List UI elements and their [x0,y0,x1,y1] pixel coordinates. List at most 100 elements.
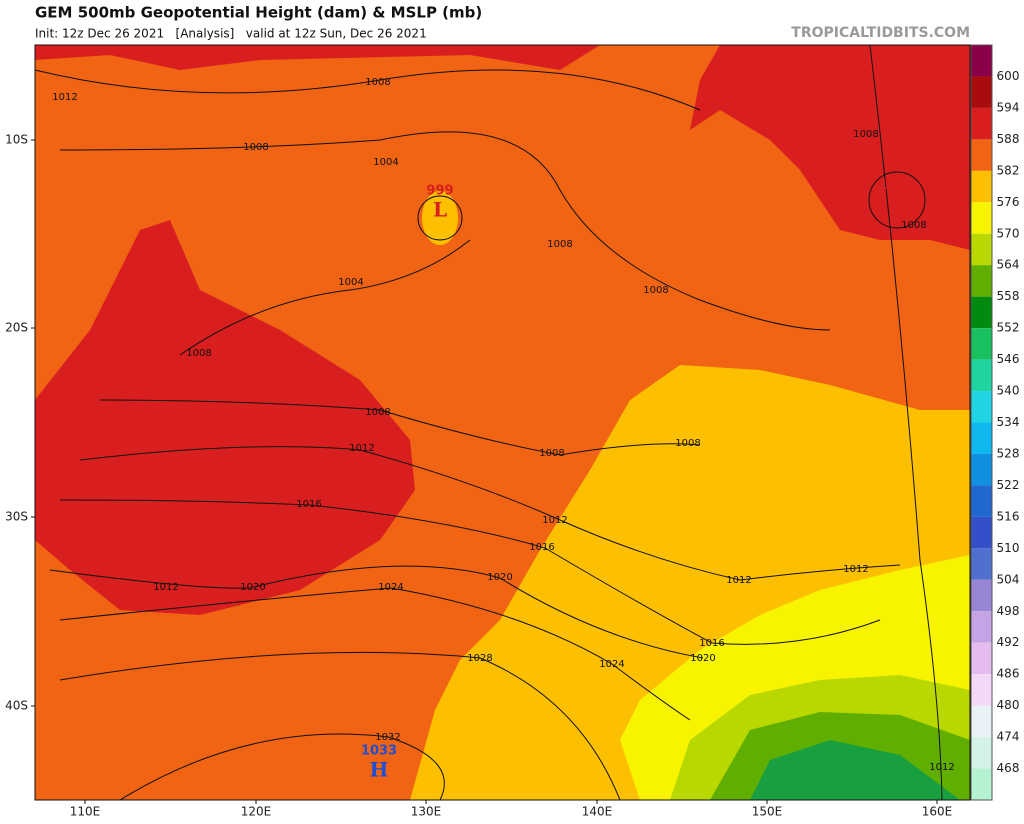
center-value: 1033 [361,744,397,759]
colorbar-bin [971,107,992,140]
colorbar-bin [971,548,992,580]
colorbar-label: 552 [997,321,1020,335]
colorbar-label: 588 [997,132,1020,146]
contour-label: 1008 [243,142,268,153]
contour-label: 1004 [338,277,363,288]
colorbar-bin [971,170,992,203]
colorbar-bin [971,611,992,643]
colorbar-bin [971,328,992,360]
contour-label: 1016 [529,542,554,553]
center-letter: H [370,758,389,782]
colorbar-label: 540 [997,384,1020,398]
contour-label: 1012 [542,515,567,526]
contour-label: 1020 [487,572,512,583]
contour-label: 1004 [373,157,398,168]
center-letter: L [890,192,904,216]
map-frame [34,44,971,801]
lat-label: 30S [5,510,28,524]
colorbar-label: 564 [997,258,1020,272]
map-fill [35,45,970,800]
contour-label: 1012 [153,582,178,593]
contour-label: 1016 [296,499,321,510]
colorbar-bin [971,768,992,800]
title: GEM 500mb Geopotential Height (dam) & MS… [35,4,482,22]
contour-label: 1008 [901,220,926,231]
colorbar-bin [971,296,992,329]
colorbar-bin [971,516,992,549]
contour-label: 1012 [929,762,954,773]
colorbar-label: 504 [997,572,1020,586]
colorbar-label: 570 [997,226,1020,240]
colorbar-bin [971,45,992,77]
contour-label: 1012 [726,575,751,586]
center-value: 1008 [879,178,915,193]
colorbar-label: 522 [997,478,1020,492]
lon-label: 120E [241,805,272,819]
lon-label: 150E [752,805,783,819]
colorbar-label: 516 [997,509,1020,523]
colorbar-bin [971,359,992,392]
contour-label: 1008 [643,285,668,296]
contour-label: 1020 [690,653,715,664]
colorbar-bin [971,485,992,517]
colorbar-label: 594 [997,100,1020,114]
contour-label: 1028 [467,653,492,664]
colorbar-bin [971,453,992,486]
contour-label: 1008 [186,348,211,359]
contour-label: 1008 [539,448,564,459]
colorbar-label: 486 [997,667,1020,681]
center-letter: L [433,198,447,222]
colorbar-label: 468 [997,761,1020,775]
colorbar-bin [971,391,992,423]
colorbar-label: 492 [997,635,1020,649]
colorbar-bin [971,737,992,769]
colorbar-bin [971,705,992,738]
contour-label: 1012 [52,92,77,103]
colorbar-bin [971,76,992,108]
lat-label: 40S [5,699,28,713]
watermark: TROPICALTIDBITS.COM [791,25,970,41]
colorbar-label: 474 [997,730,1020,744]
colorbar-label: 498 [997,604,1020,618]
lat-label: 10S [5,133,28,147]
center-value: 999 [426,184,453,199]
lon-label: 130E [411,805,442,819]
colorbar-bin [971,674,992,706]
lat-label: 20S [5,321,28,335]
colorbar-bin [971,233,992,266]
contour-label: 1012 [349,443,374,454]
contour-label: 1024 [378,582,403,593]
contours [34,44,943,801]
contour-label: 1020 [240,582,265,593]
colorbar-bin [971,265,992,297]
lon-label: 110E [70,805,101,819]
colorbar-label: 582 [997,163,1020,177]
colorbar-frame [970,44,993,801]
colorbar-bin [971,422,992,454]
contour-label: 1008 [365,407,390,418]
colorbar-label: 546 [997,352,1020,366]
contour-label: 1016 [699,638,724,649]
colorbar-label: 510 [997,541,1020,555]
colorbar-label: 576 [997,195,1020,209]
colorbar-label: 600 [997,69,1020,83]
colorbar-label: 534 [997,415,1020,429]
colorbar-bin [971,139,992,171]
colorbar-bin [971,579,992,612]
lon-label: 140E [582,805,613,819]
colorbar-label: 558 [997,289,1020,303]
contour-label: 1024 [599,659,624,670]
colorbar-bin [971,202,992,234]
contour-label: 1008 [365,77,390,88]
colorbar-label: 480 [997,698,1020,712]
colorbar-label: 528 [997,446,1020,460]
contour-label: 1008 [853,129,878,140]
lon-label: 160E [922,805,953,819]
contour-label: 1032 [375,732,400,743]
colorbar-bin [971,642,992,675]
subtitle: Init: 12z Dec 26 2021 [Analysis] valid a… [35,27,427,41]
contour-label: 1012 [843,564,868,575]
contour-label: 1008 [547,239,572,250]
contour-label: 1008 [675,438,700,449]
